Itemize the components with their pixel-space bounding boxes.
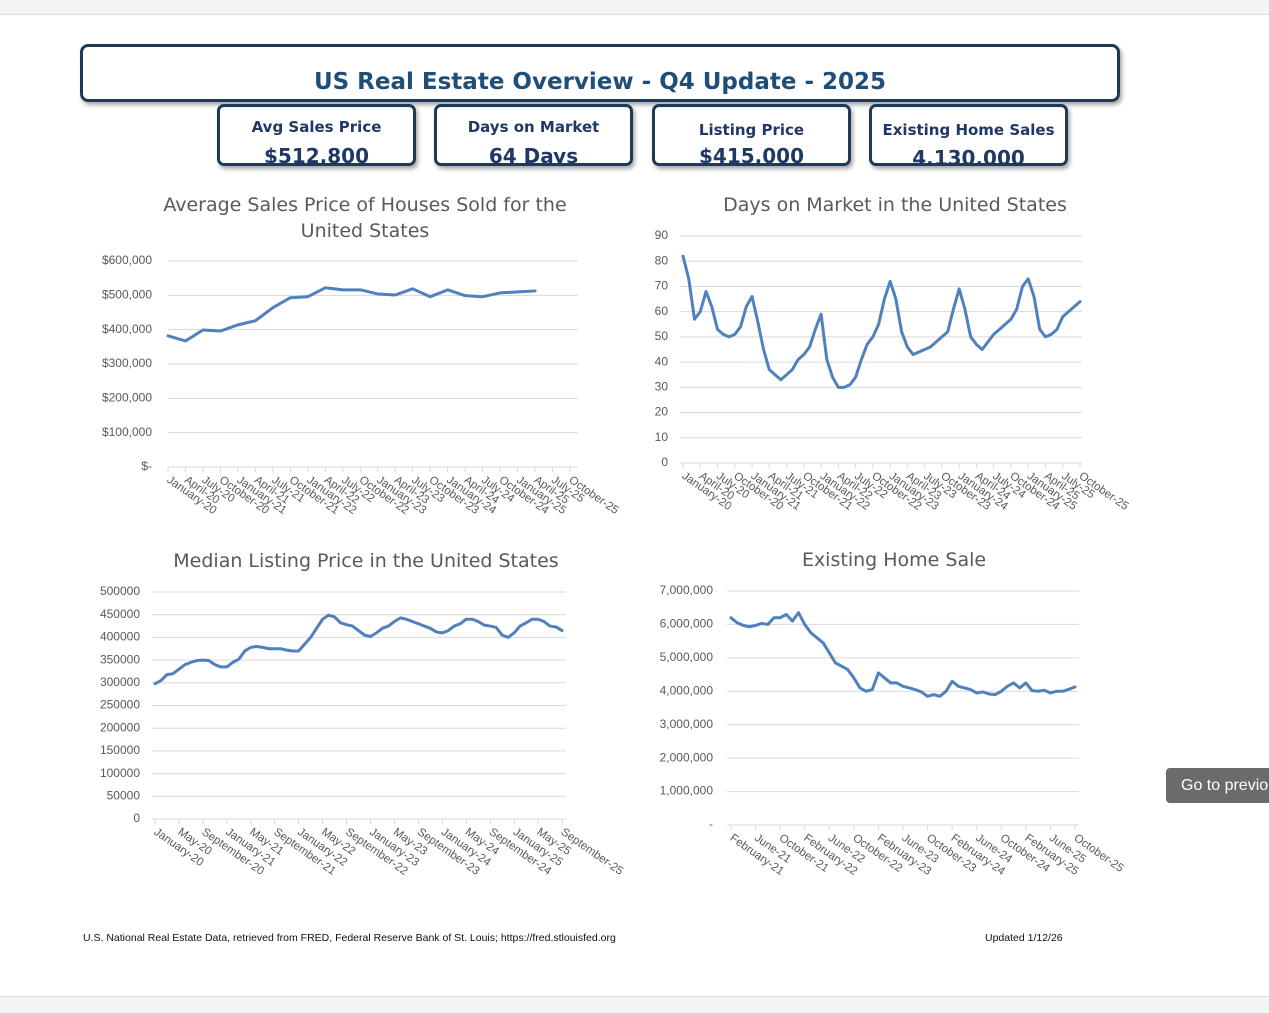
y-tick-label: 2,000,000 <box>660 750 714 764</box>
y-tick-label: 5,000,000 <box>660 650 714 664</box>
y-tick-label: 100000 <box>100 766 140 780</box>
y-tick-label: $500,000 <box>102 288 152 302</box>
kpi-card: Existing Home Sales 4,130,000 <box>869 104 1068 166</box>
bottom-bar <box>0 996 1269 1013</box>
y-tick-label: 0 <box>661 455 668 469</box>
data-line <box>681 254 1082 389</box>
kpi-label: Days on Market <box>467 118 600 136</box>
y-tick-label: 30 <box>655 380 669 394</box>
header-box: US Real Estate Overview - Q4 Update - 20… <box>80 44 1120 102</box>
chart-title: Days on Market in the United States <box>723 194 1067 216</box>
y-tick-label: 450000 <box>100 607 140 621</box>
kpi-card: Days on Market 64 Days <box>434 104 633 166</box>
kpi-card: Listing Price $415,000 <box>652 104 851 166</box>
y-tick-label: 250000 <box>100 698 140 712</box>
y-tick-label: 6,000,000 <box>660 617 714 631</box>
y-tick-label: - <box>709 817 713 831</box>
chart-title: Existing Home Sale <box>801 549 987 571</box>
y-tick-label: $300,000 <box>102 356 152 370</box>
kpi-value: $512,800 <box>263 144 369 166</box>
chart-title: Average Sales Price of Houses Sold for t… <box>163 194 567 242</box>
page-title: US Real Estate Overview - Q4 Update - 20… <box>313 69 887 95</box>
kpi-label: Existing Home Sales <box>882 121 1055 139</box>
y-tick-label: 300000 <box>100 675 140 689</box>
kpi-label: Listing Price <box>698 121 805 139</box>
y-tick-label: 40 <box>655 354 669 368</box>
kpi-card: Avg Sales Price $512,800 <box>217 104 416 166</box>
y-tick-label: 400000 <box>100 630 140 644</box>
y-tick-label: 50 <box>655 329 669 343</box>
y-tick-label: 200000 <box>100 720 140 734</box>
y-tick-label: 10 <box>655 430 669 444</box>
y-tick-label: 4,000,000 <box>660 683 714 697</box>
data-line <box>166 286 537 343</box>
y-tick-label: 90 <box>655 228 669 242</box>
data-line <box>153 613 564 686</box>
kpi-value: 4,130,000 <box>912 146 1025 166</box>
chart-title: Median Listing Price in the United State… <box>173 550 559 572</box>
y-tick-label: $400,000 <box>102 322 152 336</box>
y-tick-label: $- <box>141 459 152 473</box>
y-tick-label: 20 <box>655 405 669 419</box>
updated-note: Updated 1/12/26 <box>985 932 1063 944</box>
y-tick-label: $100,000 <box>102 425 152 439</box>
y-tick-label: 0 <box>133 811 140 825</box>
kpi-value: $415,000 <box>698 144 804 166</box>
data-line <box>729 611 1077 698</box>
y-tick-label: 70 <box>655 279 669 293</box>
kpi-value: 64 Days <box>488 144 579 166</box>
y-tick-label: 80 <box>655 253 669 267</box>
y-tick-label: 1,000,000 <box>660 784 714 798</box>
top-bar <box>0 0 1269 15</box>
y-tick-label: 3,000,000 <box>660 717 714 731</box>
y-tick-label: 500000 <box>100 584 140 598</box>
y-tick-label: 50000 <box>107 788 141 802</box>
y-tick-label: $200,000 <box>102 391 152 405</box>
y-tick-label: $600,000 <box>102 253 152 267</box>
y-tick-label: 60 <box>655 304 669 318</box>
y-tick-label: 7,000,000 <box>660 583 714 597</box>
kpi-label: Avg Sales Price <box>251 118 382 136</box>
y-tick-label: 150000 <box>100 743 140 757</box>
source-note: U.S. National Real Estate Data, retrieve… <box>83 932 616 944</box>
previous-button[interactable]: Go to previo <box>1166 768 1269 803</box>
y-tick-label: 350000 <box>100 652 140 666</box>
